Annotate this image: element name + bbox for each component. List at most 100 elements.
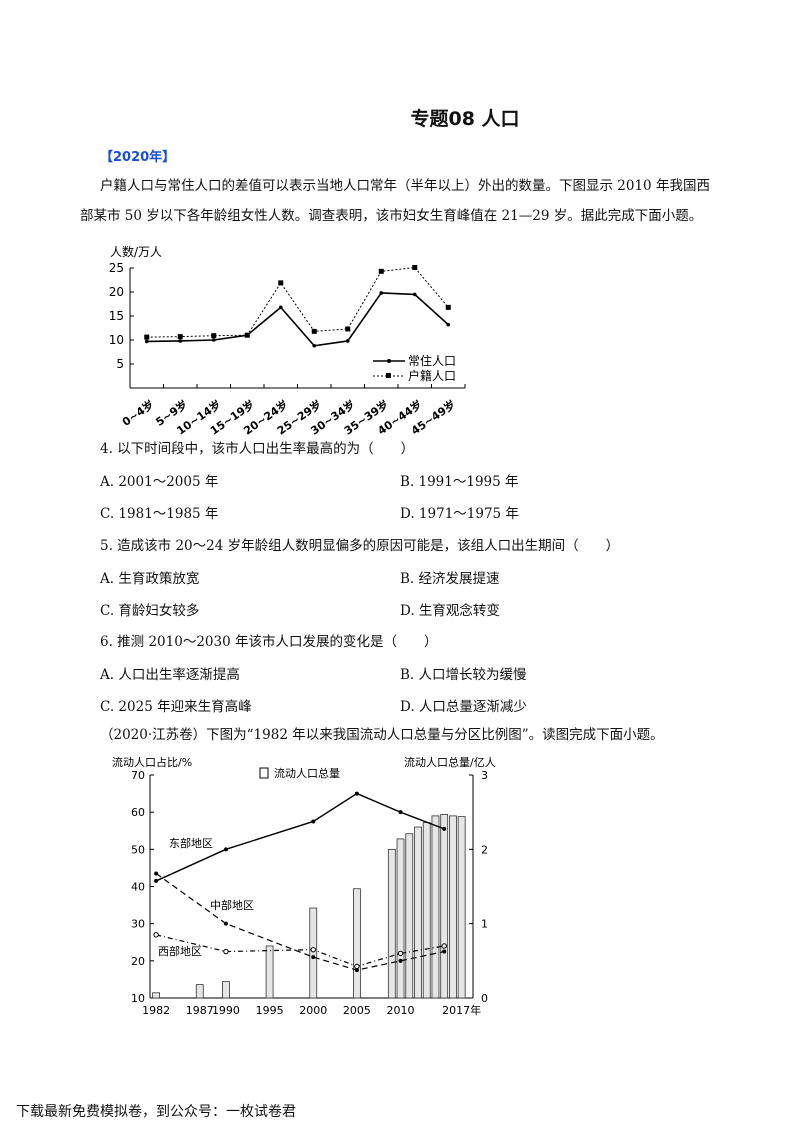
resident-point [144, 339, 149, 344]
east-point [354, 791, 359, 796]
total-bar [195, 984, 204, 999]
registered-point [311, 328, 317, 334]
central-point [398, 958, 403, 963]
chart2-right-ylabel: 流动人口总量/亿人 [404, 755, 496, 769]
chart2-left-ytick-label: 50 [131, 843, 145, 856]
east-point [398, 810, 403, 815]
total-bar [414, 826, 422, 999]
resident-point [312, 343, 317, 348]
q4-option-d: D. 1971～1975 年 [400, 506, 519, 522]
total-bar [152, 992, 161, 999]
west-point [441, 943, 447, 949]
intro-2: （2020·江苏卷）下图为“1982 年以来我国流动人口总量与分区比例图”。读图… [100, 727, 664, 743]
total-bar [449, 815, 457, 999]
chart1-legend-registered: 户籍人口 [408, 368, 456, 383]
q4-option-a: A. 2001～2005 年 [100, 474, 219, 490]
chart2-xtick-label: 2005 [343, 1004, 371, 1017]
chart2-right-ytick-label: 2 [481, 843, 488, 856]
q5-option-c: C. 育龄妇女较多 [100, 603, 200, 619]
question-6-stem: 6. 推测 2010～2030 年该市人口发展的变化是（ ） [100, 634, 438, 650]
resident-point [178, 339, 183, 343]
west-point [153, 932, 159, 938]
page-title: 专题08 人口 [410, 108, 520, 130]
q4-option-b: B. 1991～1995 年 [400, 474, 519, 490]
chart1-ytick-label: 10 [109, 333, 124, 347]
total-bar [422, 822, 431, 999]
registered-point [177, 334, 183, 340]
total-bar [387, 848, 396, 999]
chart2-left-ytick-label: 10 [131, 992, 145, 1005]
registered-point [244, 332, 250, 338]
west-point [354, 963, 360, 970]
question-5-stem: 5. 造成该市 20～24 岁年龄组人数明显偏多的原因可能是，该组人口出生期间（… [100, 538, 620, 554]
total-bar [440, 813, 449, 999]
chart2-right-ytick-label: 0 [481, 992, 488, 1005]
east-point [154, 878, 159, 883]
q5-option-b: B. 经济发展提速 [400, 571, 500, 587]
central-point [154, 871, 159, 876]
series-west-line [155, 934, 445, 968]
chart1-ylabel: 人数/万人 [110, 244, 162, 259]
registered-point [378, 268, 384, 274]
chart2-left-ylabel: 流动人口占比/% [112, 755, 192, 769]
west-point [310, 946, 316, 953]
chart2-left-ytick-label: 30 [131, 918, 145, 931]
east-point [223, 847, 228, 852]
chart2-left-ytick-label: 20 [131, 955, 145, 968]
chart2-xtick-label: 2010 [387, 1004, 415, 1017]
chart1-ytick-label: 5 [116, 357, 124, 371]
q5-option-d: D. 生育观念转变 [400, 603, 500, 619]
chart2-xtick-label: 2017年 [442, 1003, 481, 1017]
registered-point [412, 265, 418, 271]
east-point [311, 819, 316, 824]
chart2-xtick-label: 1982 [142, 1004, 170, 1017]
chart1-ytick-label: 20 [109, 285, 124, 299]
west-point [397, 950, 404, 957]
q6-option-a: A. 人口出生率逐渐提高 [100, 667, 240, 683]
series-resident-line [146, 292, 449, 347]
series-registered-line [146, 266, 449, 338]
total-bar [309, 907, 318, 999]
central-point [442, 949, 447, 954]
q5-option-a: A. 生育政策放宽 [100, 571, 200, 587]
chart1-legend-resident: 常住人口 [408, 354, 456, 368]
total-bar [352, 888, 361, 999]
question-4-stem: 4. 以下时间段中，该市人口出生率最高的为（ ） [100, 441, 415, 457]
q4-option-c: C. 1981～1985 年 [100, 506, 219, 522]
chart2-xtick-label: 1987 [186, 1004, 214, 1017]
q6-option-b: B. 人口增长较为缓慢 [400, 667, 527, 683]
registered-point [345, 326, 351, 332]
chart2-label-east: 东部地区 [169, 836, 213, 850]
chart2-left-ytick-label: 40 [131, 881, 145, 894]
chart1-xtick-label: 0~4岁 [119, 397, 156, 429]
migrant-population-chart: 流动人口占比/% 流动人口总量/亿人 流动人口总量 10203040506070… [112, 755, 496, 1017]
resident-point [379, 291, 384, 295]
resident-point [345, 339, 350, 343]
footer-note: 下载最新免费模拟卷，到公众号：一枚试卷君 [16, 1104, 296, 1120]
resident-point [278, 305, 283, 310]
west-point [223, 948, 229, 955]
total-bar [457, 816, 466, 999]
registered-point [144, 334, 150, 340]
chart2-xtick-label: 1990 [212, 1004, 240, 1017]
total-bar [431, 815, 440, 999]
chart2-right-ytick-label: 3 [481, 769, 488, 782]
registered-point [445, 304, 451, 310]
chart1-ytick-label: 25 [109, 261, 124, 275]
central-point [311, 955, 316, 960]
chart2-xtick-label: 1995 [256, 1004, 284, 1017]
series-east-line [155, 792, 445, 882]
registered-point [211, 333, 217, 339]
intro-line-1: 户籍人口与常住人口的差值可以表示当地人口常年（半年以上）外出的数量。下图显示 2… [100, 178, 710, 194]
central-point [223, 921, 228, 926]
resident-point [211, 338, 216, 342]
registered-point [278, 280, 284, 286]
resident-point [412, 292, 417, 297]
chart2-legend-total: 流动人口总量 [274, 766, 340, 780]
total-bar [405, 833, 414, 999]
total-bar [265, 945, 274, 999]
chart2-right-ytick-label: 1 [481, 918, 488, 931]
intro-line-2: 部某市 50 岁以下各年龄组女性人数。调查表明，该市妇女生育峰值在 21—29 … [80, 208, 703, 224]
east-point [442, 826, 447, 831]
